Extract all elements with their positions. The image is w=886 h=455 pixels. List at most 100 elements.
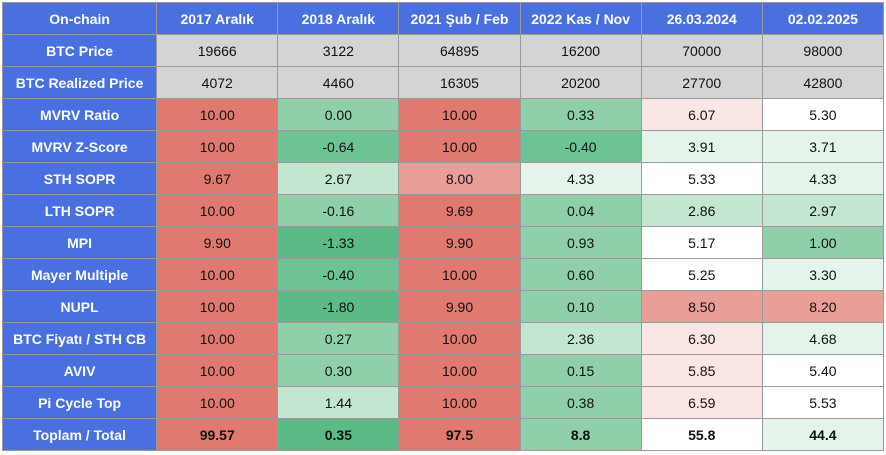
table-cell: -0.16 [277, 194, 400, 227]
row-label: MPI [1, 226, 158, 259]
table-cell: 6.07 [640, 98, 763, 131]
table-cell: 1.44 [277, 386, 400, 419]
row-label: Toplam / Total [1, 418, 158, 451]
table-cell: 3.71 [761, 130, 885, 163]
table-cell: 99.57 [156, 418, 279, 451]
table-cell: 5.30 [761, 98, 885, 131]
table-cell: 9.90 [398, 290, 521, 323]
table-row: Pi Cycle Top 10.00 1.44 10.00 0.38 6.59 5.53 [1, 386, 885, 419]
header-2018-aralik: 2018 Aralık [277, 2, 400, 35]
table-cell: 4460 [277, 66, 400, 99]
table-cell: 8.8 [519, 418, 642, 451]
table-row: BTC Realized Price 4072 4460 16305 20200 2770… [1, 66, 885, 99]
table-cell: 2.36 [519, 322, 642, 355]
table-cell: 10.00 [398, 130, 521, 163]
header-metric: On-chain [1, 2, 158, 35]
table-row: NUPL 10.00 -1.80 9.90 0.10 8.50 8.20 [1, 290, 885, 323]
table-row: BTC Price 19666 3122 64895 16200 70000 98000 [1, 34, 885, 67]
table-cell: 10.00 [156, 130, 279, 163]
table-cell: 0.38 [519, 386, 642, 419]
table-cell: 6.30 [640, 322, 763, 355]
row-label: MVRV Ratio [1, 98, 158, 131]
table-cell: 0.04 [519, 194, 642, 227]
table-cell: 16305 [398, 66, 521, 99]
table-cell: 0.33 [519, 98, 642, 131]
table-cell: 4.68 [761, 322, 885, 355]
table-row: MVRV Z-Score 10.00 -0.64 10.00 -0.40 3.91 3.71 [1, 130, 885, 163]
table-cell: 9.67 [156, 162, 279, 195]
table-row: AVIV 10.00 0.30 10.00 0.15 5.85 5.40 [1, 354, 885, 387]
table-cell: -0.40 [519, 130, 642, 163]
table-cell: 42800 [761, 66, 885, 99]
table-cell: 6.59 [640, 386, 763, 419]
table-row: Mayer Multiple 10.00 -0.40 10.00 0.60 5.25 3.3… [1, 258, 885, 291]
table-cell: 0.00 [277, 98, 400, 131]
table-cell: 44.4 [761, 418, 885, 451]
table-cell: 9.69 [398, 194, 521, 227]
row-label: AVIV [1, 354, 158, 387]
table-cell: -0.40 [277, 258, 400, 291]
table-cell: 5.25 [640, 258, 763, 291]
table-header-row: On-chain 2017 Aralık 2018 Aralık 2021 Şu… [1, 2, 885, 35]
table-cell: 3122 [277, 34, 400, 67]
table-cell: 10.00 [398, 258, 521, 291]
table-cell: 5.40 [761, 354, 885, 387]
table-cell: 19666 [156, 34, 279, 67]
table-cell: 10.00 [156, 290, 279, 323]
table-cell: 64895 [398, 34, 521, 67]
row-label: NUPL [1, 290, 158, 323]
row-label: MVRV Z-Score [1, 130, 158, 163]
row-label: BTC Price [1, 34, 158, 67]
table-row: MVRV Ratio 10.00 0.00 10.00 0.33 6.07 5.30 [1, 98, 885, 131]
table-cell: 0.15 [519, 354, 642, 387]
table-cell: 10.00 [156, 386, 279, 419]
table-cell: 20200 [519, 66, 642, 99]
table-cell: 2.97 [761, 194, 885, 227]
table-cell: 8.50 [640, 290, 763, 323]
table-cell: 10.00 [156, 194, 279, 227]
row-label: STH SOPR [1, 162, 158, 195]
table-cell: 1.00 [761, 226, 885, 259]
header-2022-nov: 2022 Kas / Nov [519, 2, 642, 35]
table-cell: 0.35 [277, 418, 400, 451]
table-cell: 10.00 [398, 322, 521, 355]
table-cell: -0.64 [277, 130, 400, 163]
row-label: Pi Cycle Top [1, 386, 158, 419]
table-cell: -1.33 [277, 226, 400, 259]
table-cell: 0.30 [277, 354, 400, 387]
table-cell: 10.00 [398, 98, 521, 131]
table-cell: 0.60 [519, 258, 642, 291]
table-row: STH SOPR 9.67 2.67 8.00 4.33 5.33 4.33 [1, 162, 885, 195]
table-cell: 3.91 [640, 130, 763, 163]
header-2024-03-26: 26.03.2024 [640, 2, 763, 35]
row-label: BTC Realized Price [1, 66, 158, 99]
table-cell: 10.00 [398, 386, 521, 419]
table-cell: 2.67 [277, 162, 400, 195]
row-label: BTC Fiyatı / STH CB [1, 322, 158, 355]
table-cell: 5.53 [761, 386, 885, 419]
table-cell: 55.8 [640, 418, 763, 451]
header-2017-aralik: 2017 Aralık [156, 2, 279, 35]
table-cell: 4.33 [761, 162, 885, 195]
table-cell: 97.5 [398, 418, 521, 451]
table-cell: 2.86 [640, 194, 763, 227]
table-cell: 3.30 [761, 258, 885, 291]
table-cell: -1.80 [277, 290, 400, 323]
row-label: Mayer Multiple [1, 258, 158, 291]
table-row: MPI 9.90 -1.33 9.90 0.93 5.17 1.00 [1, 226, 885, 259]
table-cell: 9.90 [156, 226, 279, 259]
table-cell: 8.20 [761, 290, 885, 323]
header-2021-feb: 2021 Şub / Feb [398, 2, 521, 35]
table-cell: 10.00 [156, 98, 279, 131]
table-cell: 70000 [640, 34, 763, 67]
table-cell: 5.85 [640, 354, 763, 387]
header-2025-02-02: 02.02.2025 [761, 2, 885, 35]
table-cell: 4.33 [519, 162, 642, 195]
table-body: BTC Price 19666 3122 64895 16200 70000 98000 BT… [1, 34, 885, 451]
row-label: LTH SOPR [1, 194, 158, 227]
table-cell: 9.90 [398, 226, 521, 259]
table-row: BTC Fiyatı / STH CB 10.00 0.27 10.00 2.36 6.3… [1, 322, 885, 355]
table-row: LTH SOPR 10.00 -0.16 9.69 0.04 2.86 2.97 [1, 194, 885, 227]
table-cell: 0.10 [519, 290, 642, 323]
